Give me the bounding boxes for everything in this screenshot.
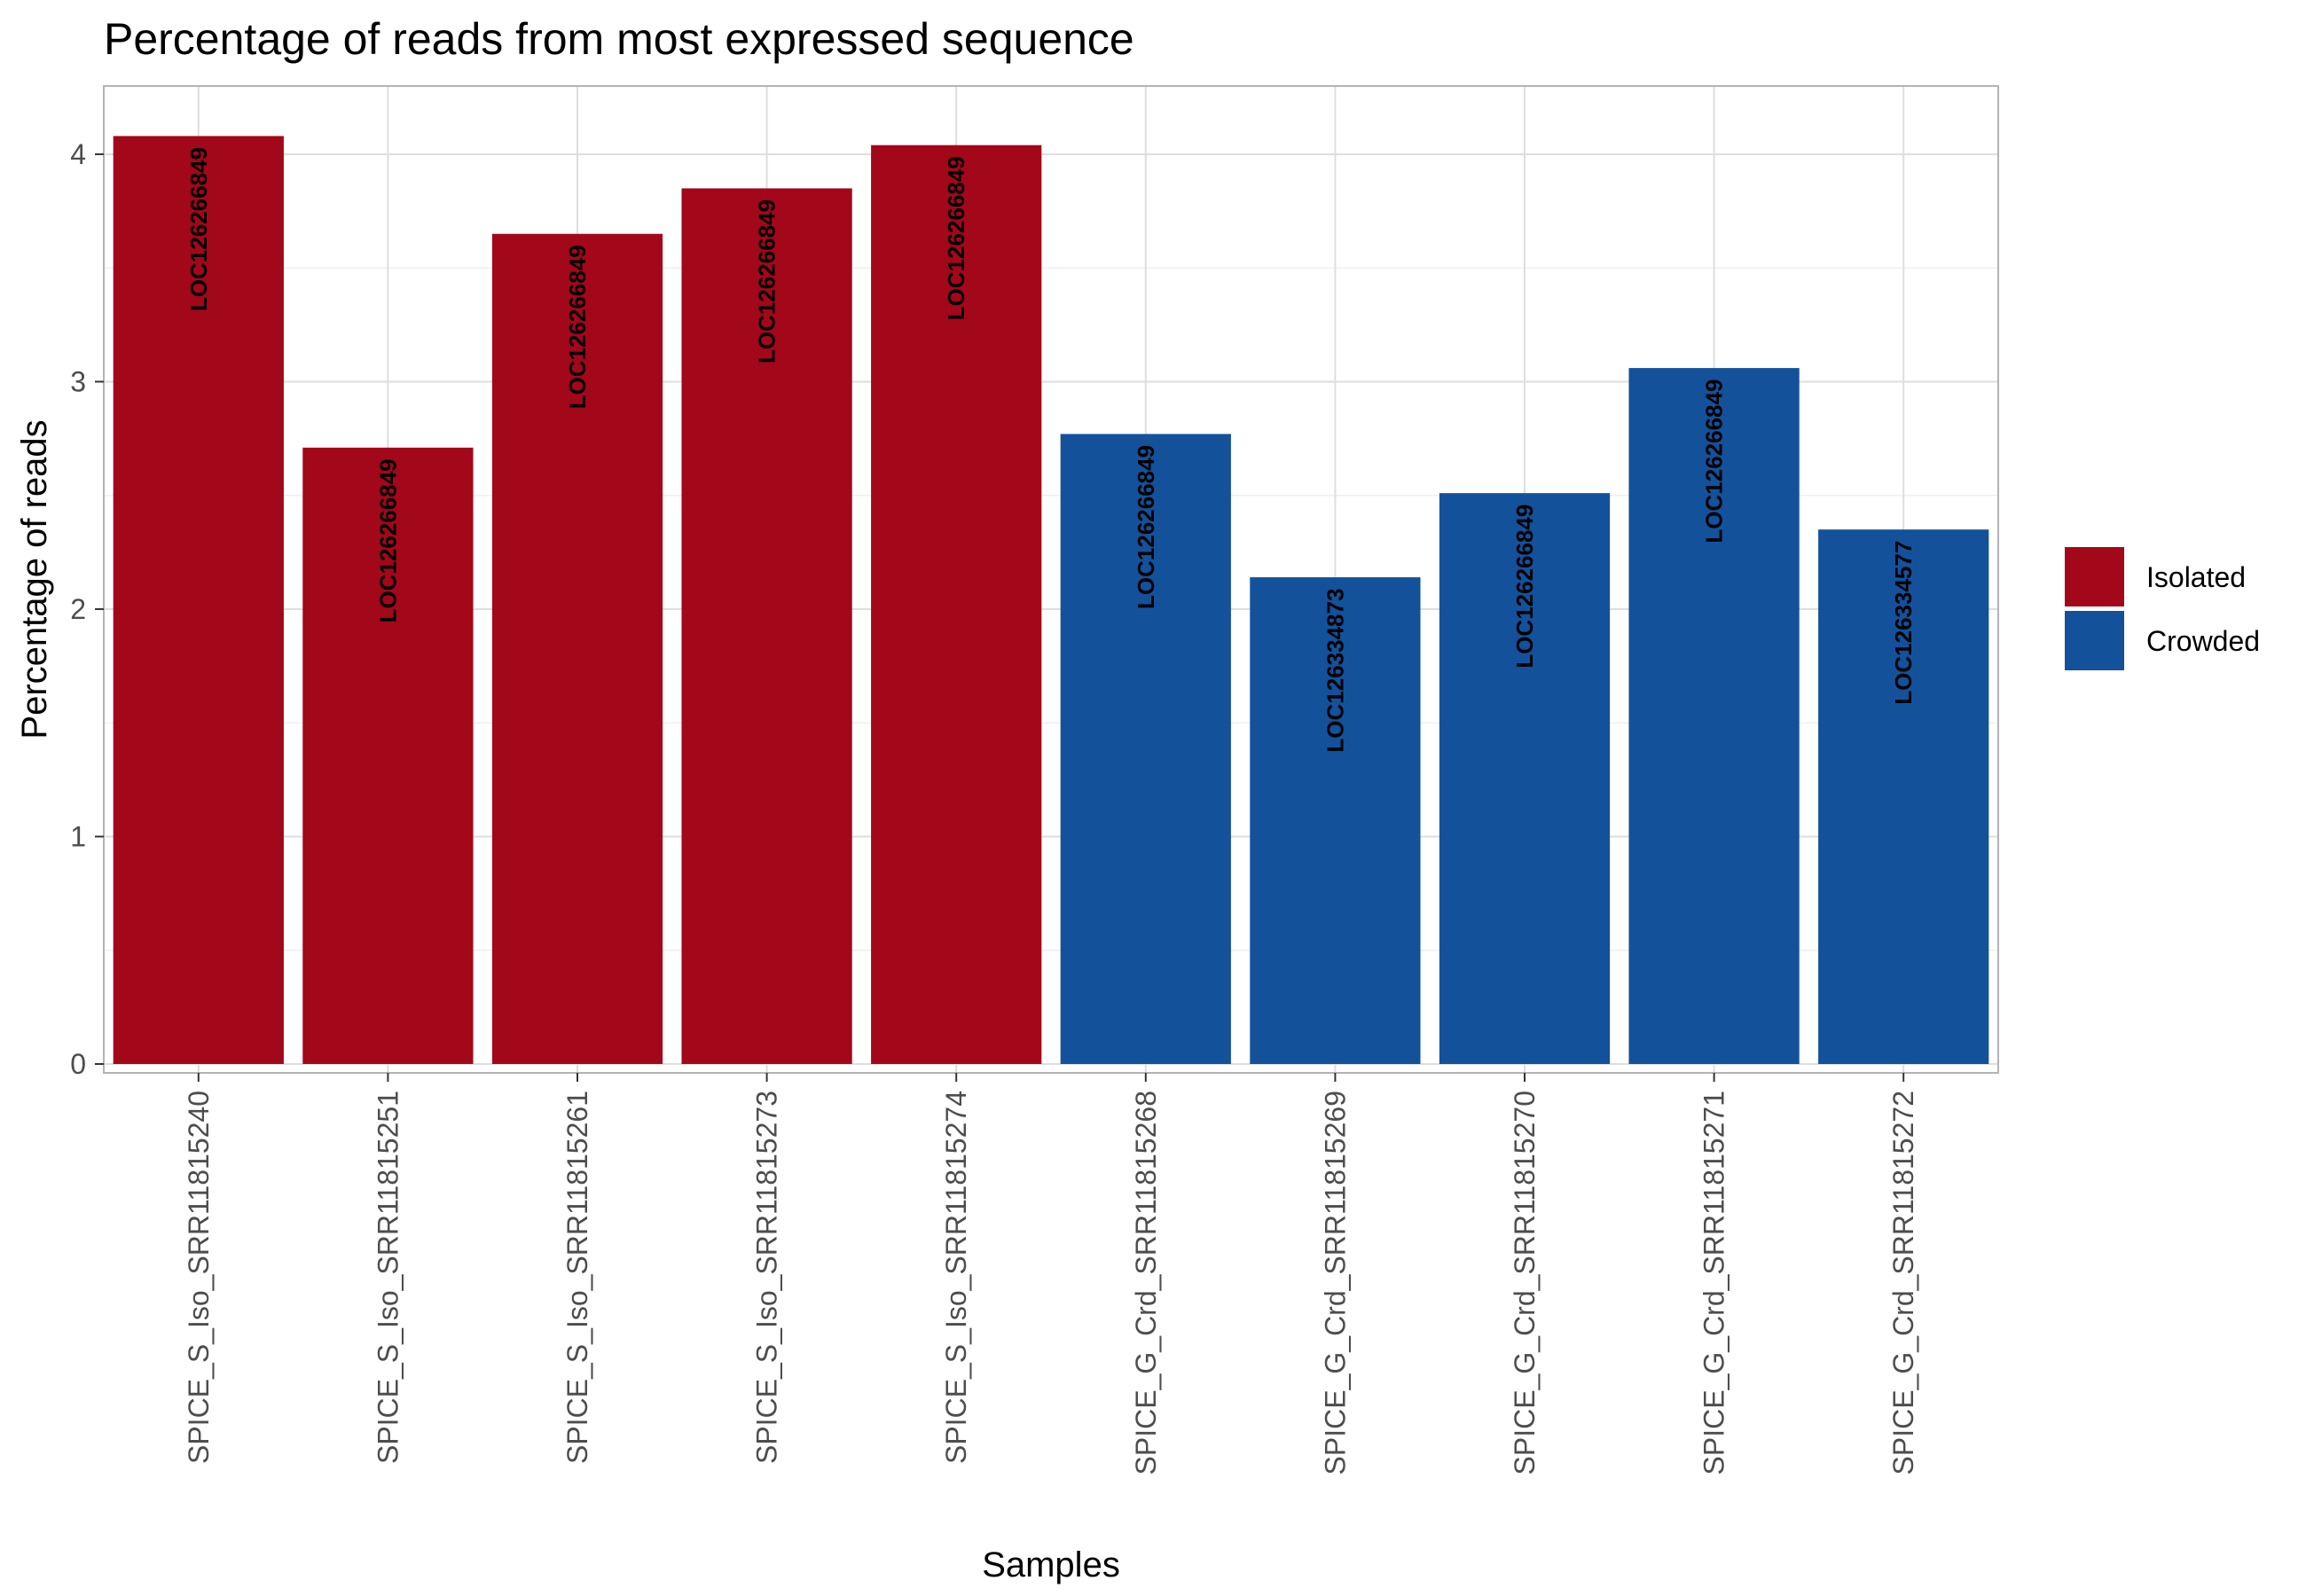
bar <box>113 136 284 1064</box>
x-tick-label: SPICE_S_Iso_SRR11815240 <box>183 1091 215 1464</box>
x-tick-label: SPICE_S_Iso_SRR11815251 <box>372 1091 404 1464</box>
legend-label: Isolated <box>2146 561 2246 593</box>
bar <box>1628 368 1800 1064</box>
bar-label: LOC126266849 <box>564 245 591 409</box>
legend-key <box>2065 611 2124 670</box>
bar-label: LOC126266849 <box>185 147 212 311</box>
legend: Isolated Crowded <box>2065 547 2260 670</box>
x-axis-title: Samples <box>982 1545 1120 1584</box>
x-axis-ticks: SPICE_S_Iso_SRR11815240 SPICE_S_Iso_SRR11… <box>183 1073 1919 1475</box>
bar-label: LOC126266849 <box>374 458 401 622</box>
x-tick-label: SPICE_G_Crd_SRR11815271 <box>1698 1091 1730 1475</box>
y-axis-ticks: 0 1 2 3 4 <box>70 138 104 1080</box>
y-tick-label: 1 <box>70 820 86 852</box>
bar-label: LOC126266849 <box>1133 445 1159 609</box>
x-tick-label: SPICE_G_Crd_SRR11815268 <box>1130 1091 1162 1475</box>
y-tick-label: 4 <box>70 138 86 170</box>
y-tick-label: 0 <box>70 1048 86 1080</box>
bar-labels: LOC126266849 LOC126266849 LOC126266849 LOC1… <box>185 147 1917 753</box>
bar-label: LOC126334577 <box>1890 541 1917 705</box>
x-tick-label: SPICE_S_Iso_SRR11815261 <box>561 1091 593 1464</box>
legend-key <box>2065 547 2124 606</box>
bars <box>113 136 1989 1065</box>
bar-label: LOC126266849 <box>1701 379 1728 544</box>
y-axis-title: Percentage of reads <box>15 419 54 739</box>
bar <box>871 145 1042 1065</box>
x-tick-label: SPICE_G_Crd_SRR11815269 <box>1319 1091 1351 1475</box>
x-tick-label: SPICE_S_Iso_SRR11815274 <box>940 1091 972 1464</box>
chart-title: Percentage of reads from most expressed … <box>104 14 1134 64</box>
bar <box>1250 577 1421 1064</box>
legend-label: Crowded <box>2146 625 2260 657</box>
bar <box>302 447 474 1064</box>
x-tick-label: SPICE_G_Crd_SRR11815272 <box>1887 1091 1919 1475</box>
bar-label: LOC126266849 <box>1511 505 1538 669</box>
bar-label: LOC126334873 <box>1322 589 1348 753</box>
bar <box>1060 434 1231 1065</box>
bar <box>681 188 852 1064</box>
y-tick-label: 2 <box>70 593 86 625</box>
bar <box>1818 529 1989 1064</box>
plot-border <box>103 85 1999 1074</box>
bar-label: LOC126266849 <box>754 200 780 364</box>
x-tick-label: SPICE_G_Crd_SRR11815270 <box>1509 1091 1541 1475</box>
x-tick-label: SPICE_S_Iso_SRR11815273 <box>751 1091 783 1464</box>
bar <box>1439 493 1611 1064</box>
y-tick-label: 3 <box>70 365 86 397</box>
bar <box>491 233 663 1064</box>
bar-label: LOC126266849 <box>943 156 969 320</box>
